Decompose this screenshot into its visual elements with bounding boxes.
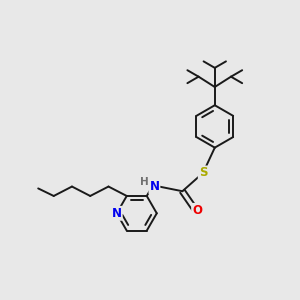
Text: N: N (112, 207, 122, 220)
Text: O: O (192, 204, 202, 217)
Text: H: H (140, 177, 149, 187)
Text: S: S (199, 167, 207, 179)
Text: N: N (149, 180, 159, 193)
